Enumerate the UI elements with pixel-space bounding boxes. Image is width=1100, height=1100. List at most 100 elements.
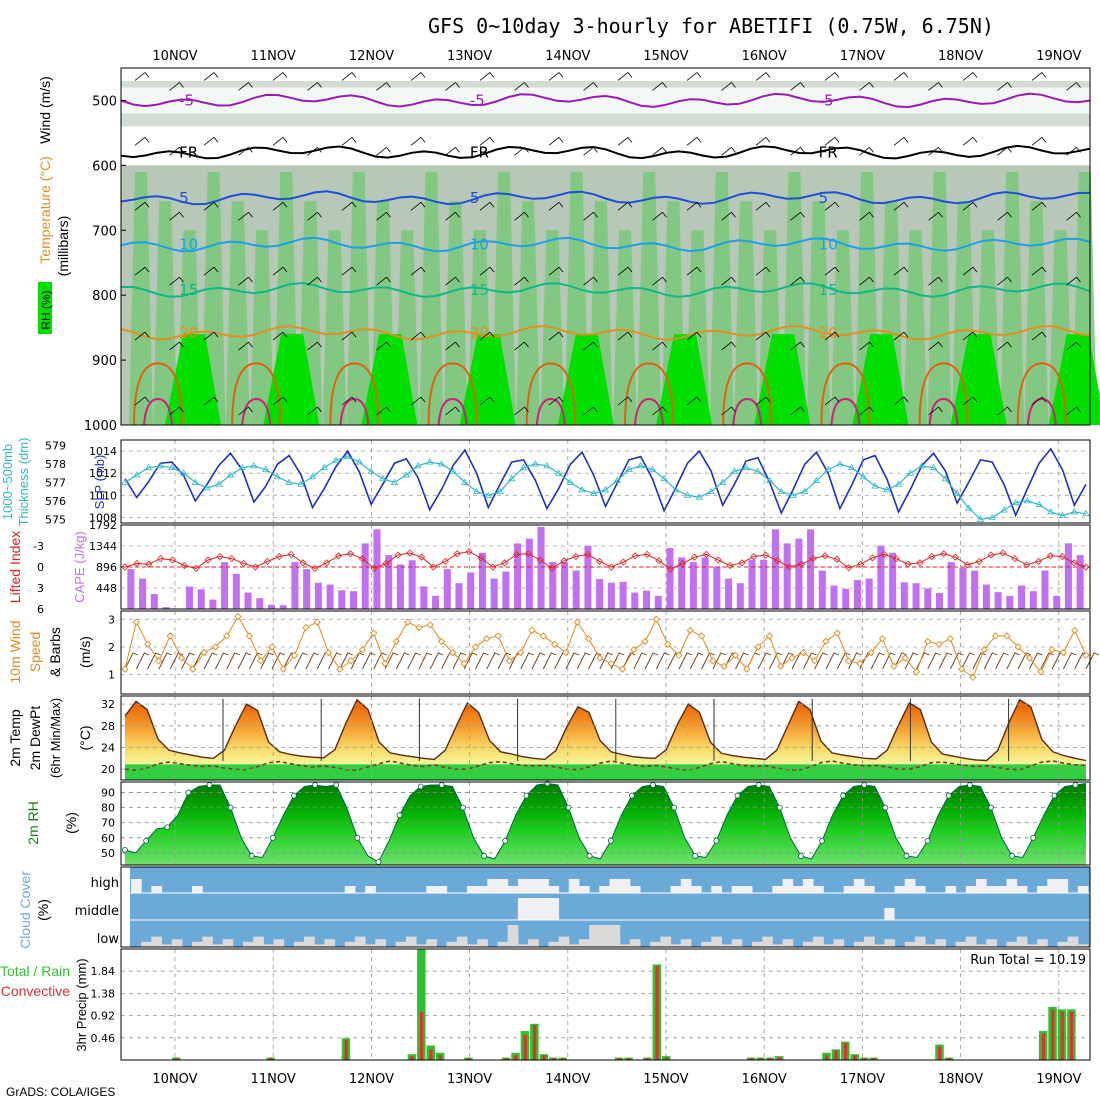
wind10m-barb [893,652,907,670]
wind-barb [479,266,495,276]
wind-barb [859,147,874,156]
panel-frame [120,695,1091,781]
wind-barb [376,276,391,286]
dewpoint-label: 2m DewPt [27,706,43,771]
lifted-index-point [928,552,936,561]
cloud-low-bar [161,944,173,947]
date-label-top: 12NOV [349,49,394,64]
legend-rh: RH (%) [39,290,53,329]
wind10m-label: 10m Wind [7,620,23,683]
thickness-point [1000,506,1008,513]
rh2m-point [819,837,825,844]
tick-label: 1 [108,669,115,682]
cloud-low-bar [314,944,325,947]
wind10m-point [833,629,841,637]
cloud-low-bar [599,925,610,947]
cloud-low-bar [670,944,682,947]
wind10m-point [313,618,321,626]
wind-barb [997,406,1012,416]
cloud-low-bar [375,939,387,947]
lifted-index-point [773,557,782,565]
cloud-low-bar [568,944,580,947]
cloud-low-bar [660,936,672,947]
wind-barb [169,341,184,351]
cloud-high-bar [670,886,682,893]
cloud-high-bar [599,886,610,893]
rh2m-point [417,783,424,790]
cape-bar [209,599,217,609]
rh2m-point [945,792,952,799]
wind10m-point [901,654,909,662]
wind10m-barb [927,652,941,670]
wind-barb [445,147,460,156]
cape-bar [994,592,1002,609]
thickness-point [508,474,516,482]
rh-saturated-plume [754,334,811,425]
rh-moist-plume [1000,171,1025,425]
wind10m-barb [237,652,252,670]
rh2m-point [248,853,255,859]
panel-frame [120,948,1091,1061]
wind10m-barb [780,652,794,670]
lifted-index-point [892,555,900,563]
wind-barb [238,341,253,351]
cape-bar [666,548,674,609]
cloud-axis-label: Cloud Cover [17,871,33,949]
cape-bar [678,557,686,609]
wind-barb [617,137,633,146]
cloud-low-bar [171,939,183,947]
wind-barb [410,266,426,276]
cloud-low-bar [762,936,773,947]
cloud-high-bar [731,886,743,893]
wind10m-barb [735,652,749,670]
rh-saturated-plume [1048,334,1100,425]
wind-barb [376,82,391,91]
lifted-index-point [251,563,260,571]
wind-barb [341,266,357,276]
precip-convective-bar [561,1058,565,1060]
precip-convective-bar [551,1058,556,1060]
cloud-middle-bar [884,908,895,920]
wind-barb [997,341,1012,351]
rh-dry-layer [121,87,1090,114]
run-total-annotation: Run Total = 10.19 [970,953,1086,968]
precip-convective-bar [1060,1011,1064,1060]
wind-barb [1066,276,1081,286]
thickness-point [215,480,223,487]
wind-barb [824,201,840,211]
tick-label: 575 [45,513,66,526]
rh-moist-plume [806,201,831,425]
isotherm-25-cell [918,362,969,426]
wind10m-barb [260,652,274,670]
wind10m-point [991,632,1000,640]
precip-convective-bar [759,1058,763,1060]
rh2m-point [227,804,234,811]
wind10m-point [844,657,853,665]
wind-barb [341,331,357,341]
wind10m-barb [147,652,161,670]
isotherm-line [120,325,1091,341]
wind-barb [307,406,322,416]
cape-bar [830,585,838,609]
lifted-index-point [157,555,165,563]
precip-convective-bar [853,1055,857,1060]
wind10m-point [664,640,672,648]
cloud-low-bar [1016,936,1028,947]
cape-bar [338,590,346,609]
wind-barb [134,72,150,81]
cape-bar [643,590,651,609]
date-label-top: 16NOV [742,49,787,64]
isotherm-25-cell [231,362,282,426]
isotherm-label: 10 [470,236,489,254]
rh2m-point [755,782,762,788]
wind-barb [548,266,564,276]
wind10m-point [856,659,864,668]
legend-total-rain: Total / Rain [0,963,70,979]
lifted-index-point [868,554,877,562]
thickness-point [191,478,200,485]
wind10m-barb [870,652,885,670]
cape-bar [725,578,733,609]
precip-convective-bar [749,1058,753,1060]
wind10m-point [1059,648,1068,657]
cloud-low-bar [497,941,509,947]
